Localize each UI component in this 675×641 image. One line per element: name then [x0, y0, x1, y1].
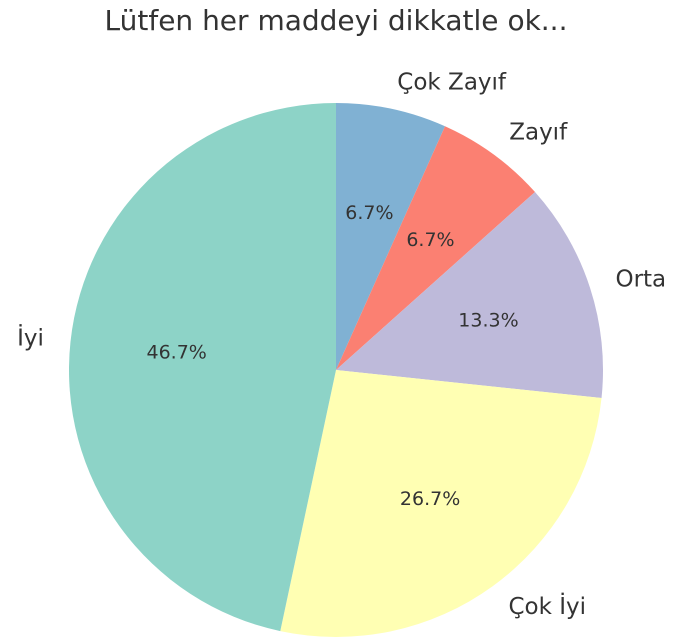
pie-slice — [336, 103, 446, 370]
value-label: 13.3% — [458, 309, 518, 331]
pie-slice — [69, 103, 336, 632]
pie-slice — [336, 192, 603, 399]
slice-label: İyi — [17, 324, 44, 352]
value-label: 46.7% — [147, 342, 207, 364]
slice-label: Zayıf — [509, 119, 568, 145]
slice-label: Çok İyi — [508, 592, 586, 620]
value-label: 26.7% — [400, 488, 460, 510]
value-label: 6.7% — [345, 202, 393, 224]
value-label: 6.7% — [406, 229, 454, 251]
pie-slice — [336, 126, 536, 371]
slice-label: Orta — [615, 266, 666, 292]
chart-title: Lütfen her maddeyi dikkatle ok... — [105, 4, 568, 37]
pie-slice — [280, 370, 602, 637]
slice-label: Çok Zayıf — [397, 69, 507, 95]
